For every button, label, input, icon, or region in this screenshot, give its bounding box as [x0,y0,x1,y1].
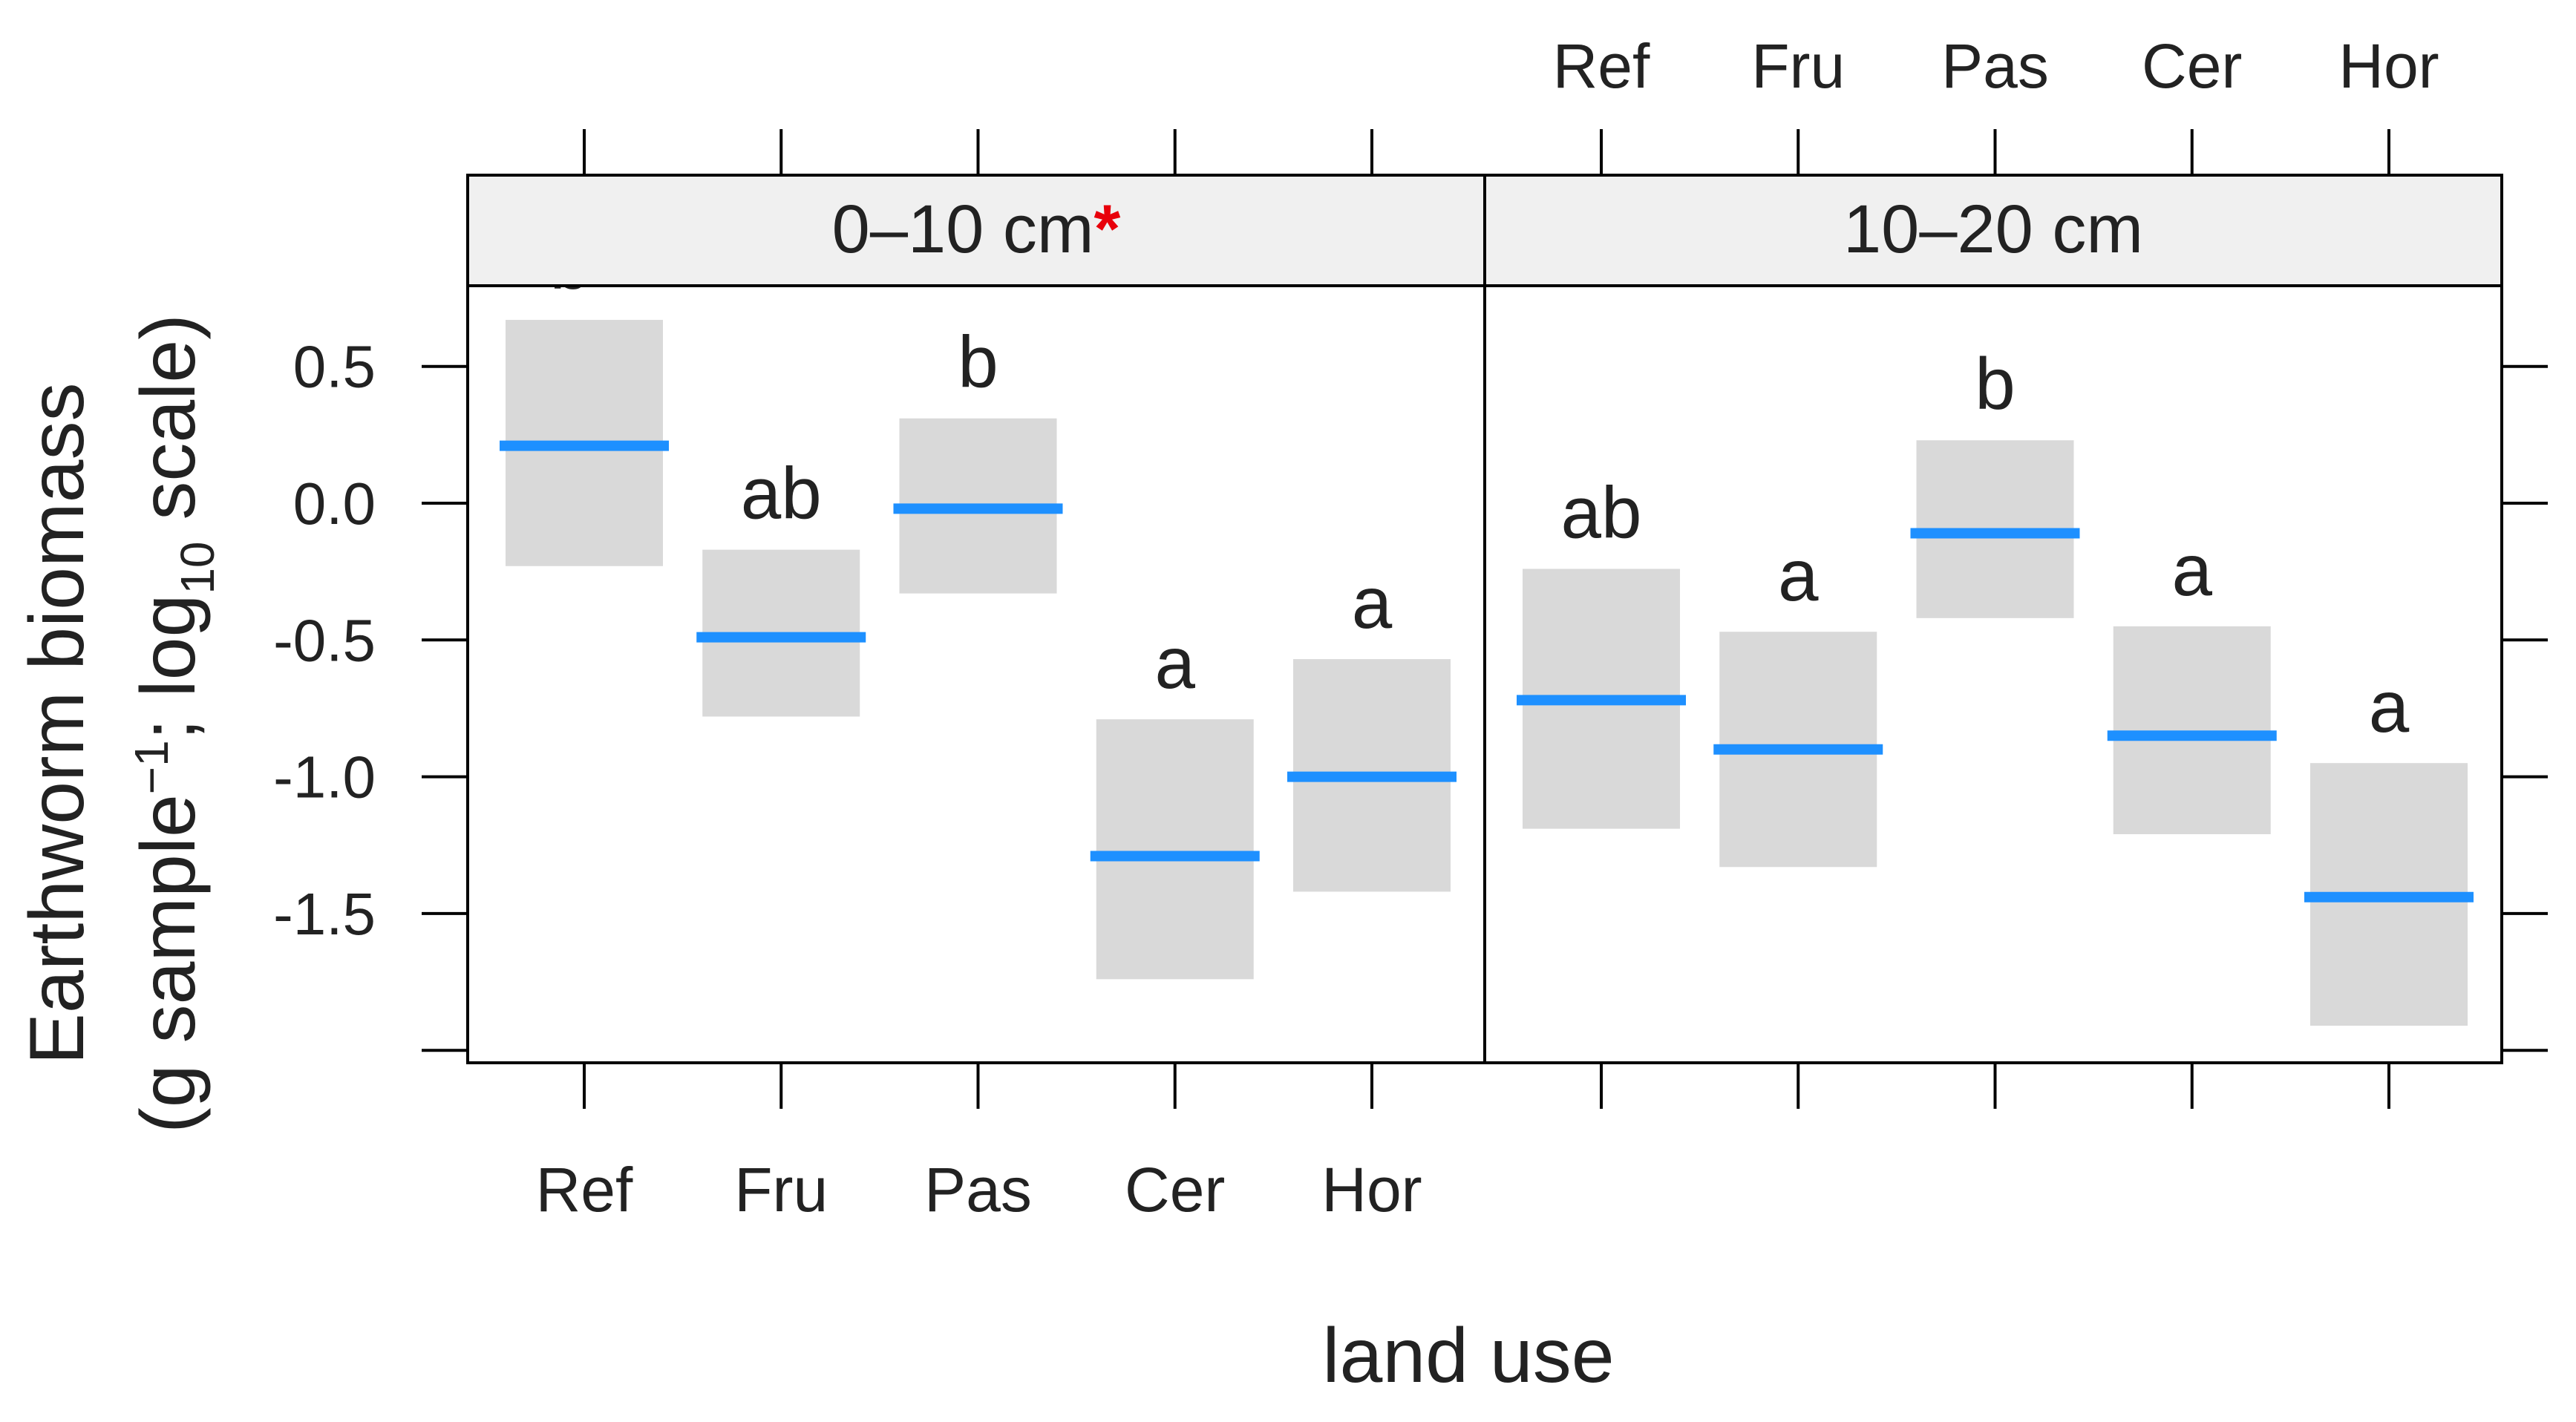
xtick-label-bottom-ref: Ref [536,1155,633,1225]
chart-strips: 0–10 cm* 10–20 cm [466,174,2503,287]
chart-ticks [422,129,2548,1109]
y-axis-title-line2: (g sample−1; log10 scale) [125,314,224,1133]
xtick-label-top-fru: Fru [1751,31,1845,101]
xtick-label-bottom-pas: Pas [924,1155,1032,1225]
ytick-label-4: -1.5 [273,881,376,947]
sig-letter-1-cer: a [2171,529,2212,611]
sig-letter-1-ref: ab [1560,471,1641,553]
xtick-label-bottom-cer: Cer [1125,1155,1225,1225]
ytick-label-2: -0.5 [273,607,376,673]
strip-bg-1 [1483,174,2503,287]
ytick-label-1: 0.0 [293,471,376,537]
sig-letter-1-pas: b [1975,343,2016,425]
xtick-label-top-ref: Ref [1553,31,1650,101]
strip-bg-0 [466,174,1486,287]
sig-letter-1-fru: a [1778,534,1819,616]
ci-band-1-cer [2113,626,2271,835]
xtick-label-top-hor: Hor [2338,31,2439,101]
strip-label-0: 0–10 cm* [832,191,1121,267]
sig-letter-0-cer: a [1154,622,1195,704]
sig-letter-0-hor: a [1352,562,1393,643]
chart-tick-labels: Ref Fru Pas Cer Hor Ref Fru Pas Cer Hor 0.5 0.0 -0.5… [273,31,2439,1225]
x-axis-title: land use [1322,1313,1614,1399]
chart-means [500,440,2474,902]
xtick-label-bottom-fru: Fru [734,1155,828,1225]
chart-bands [506,320,2468,1026]
xtick-label-top-cer: Cer [2142,31,2242,101]
ytick-label-0: 0.5 [293,334,376,400]
xtick-label-top-pas: Pas [1941,31,2049,101]
ytick-label-3: -1.0 [273,744,376,810]
ci-band-0-cer [1096,719,1254,980]
sig-letter-1-hor: a [2369,666,2410,747]
strip-label-1: 10–20 cm [1843,191,2143,267]
xtick-label-bottom-hor: Hor [1321,1155,1422,1225]
y-axis-title-line1: Earthworm biomass [14,383,100,1065]
sig-letter-0-pas: b [958,321,998,403]
sig-letter-0-fru: ab [741,453,822,534]
